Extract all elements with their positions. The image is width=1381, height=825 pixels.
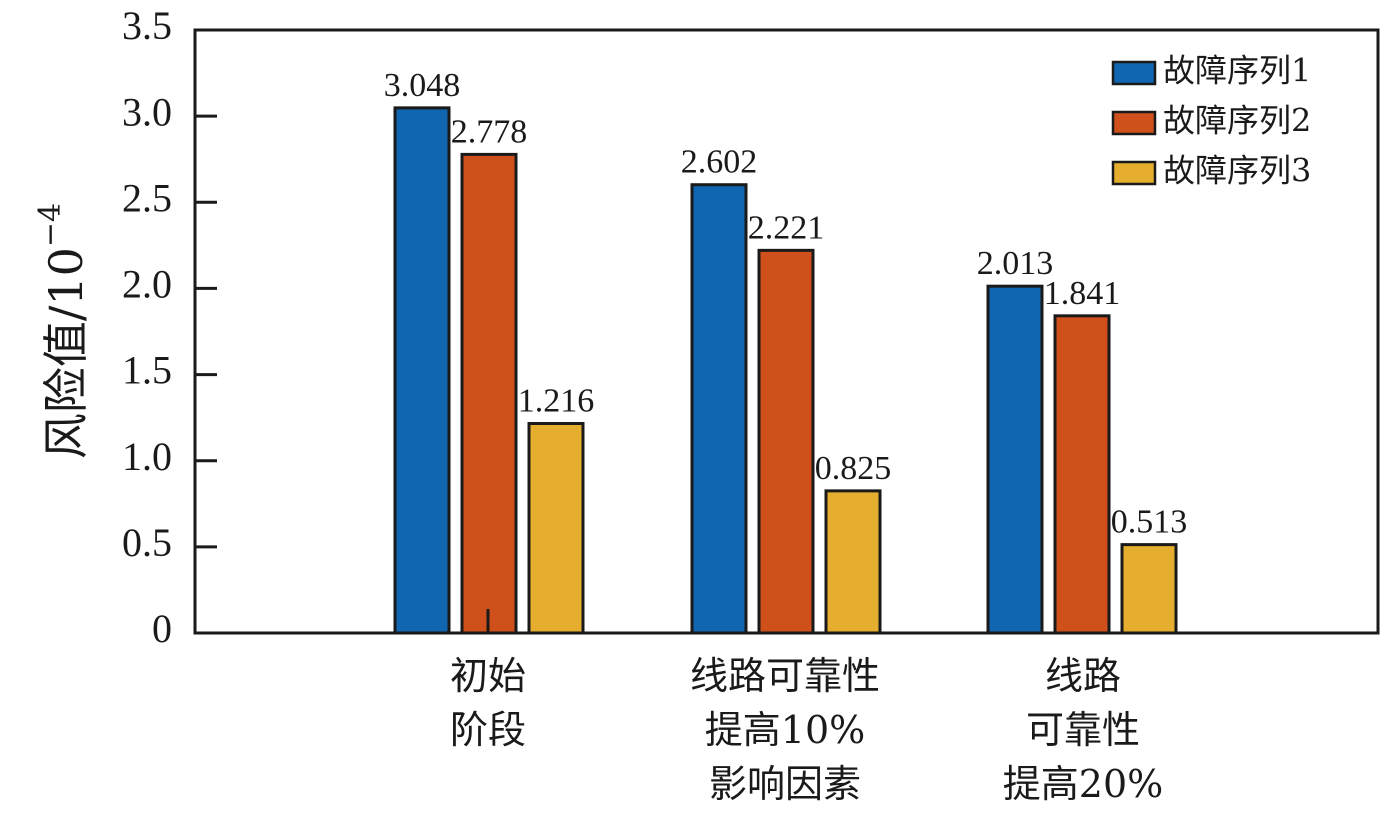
data-labels: 3.048 2.602 2.013 2.778 2.221 1.841 1.216 0.825… xyxy=(384,67,1188,541)
data-label: 2.602 xyxy=(681,144,758,181)
legend-swatch-1 xyxy=(1111,60,1157,86)
data-label: 1.841 xyxy=(1044,275,1121,312)
bar-series-3-cat-1 xyxy=(527,422,585,635)
data-label: 0.825 xyxy=(815,450,892,487)
legend-label: 故障序列3 xyxy=(1163,152,1311,190)
category-label: 初始 xyxy=(450,654,526,698)
category-label: 提高20% xyxy=(1003,762,1163,806)
y-tick-label: 1.5 xyxy=(122,348,172,393)
y-tick-label: 3.5 xyxy=(122,3,172,48)
category-label: 阶段 xyxy=(450,708,526,752)
y-axis-ticks: 0 0.5 1.0 1.5 2.0 2.5 3.0 3.5 xyxy=(122,3,217,651)
y-tick-label: 3.0 xyxy=(122,89,172,134)
data-label: 2.013 xyxy=(977,245,1054,282)
bar-series-3-cat-3 xyxy=(1120,543,1178,635)
legend-swatch-3 xyxy=(1111,160,1157,186)
y-tick-label: 2.0 xyxy=(122,262,172,307)
bar-series-3-cat-2 xyxy=(824,489,882,635)
bar-series-1-cat-1 xyxy=(393,106,451,635)
category-label: 可靠性 xyxy=(1026,708,1140,752)
data-label: 1.216 xyxy=(518,383,595,420)
y-axis-title: 风险值/10−4 xyxy=(33,203,93,459)
category-label: 线路 xyxy=(1045,654,1121,698)
data-label: 2.221 xyxy=(748,209,825,246)
data-label: 2.778 xyxy=(451,113,528,150)
legend: 故障序列1 故障序列2 故障序列3 xyxy=(1111,52,1311,190)
legend-label: 故障序列1 xyxy=(1163,52,1311,90)
category-label: 线路可靠性 xyxy=(690,654,880,698)
bar-series-1-cat-3 xyxy=(986,284,1044,635)
y-axis-title-exponent: −4 xyxy=(33,203,68,247)
bar-series-1-cat-2 xyxy=(690,183,748,635)
bar-series xyxy=(393,106,1178,635)
y-axis-title-text: 风险值/10 xyxy=(39,247,93,459)
y-tick-label: 1.0 xyxy=(122,434,172,479)
bar-series-2-cat-1 xyxy=(460,152,518,635)
y-tick-label: 0 xyxy=(152,606,172,651)
y-tick-label: 2.5 xyxy=(122,175,172,220)
y-tick-label: 0.5 xyxy=(122,520,172,565)
legend-swatch-2 xyxy=(1111,110,1157,136)
data-label: 0.513 xyxy=(1111,504,1188,541)
bar-series-2-cat-2 xyxy=(757,248,815,635)
category-label: 提高10% xyxy=(705,708,865,752)
data-label: 3.048 xyxy=(384,67,461,104)
legend-label: 故障序列2 xyxy=(1163,102,1311,140)
bar-series-2-cat-3 xyxy=(1053,314,1111,635)
category-label: 影响因素 xyxy=(709,762,861,806)
